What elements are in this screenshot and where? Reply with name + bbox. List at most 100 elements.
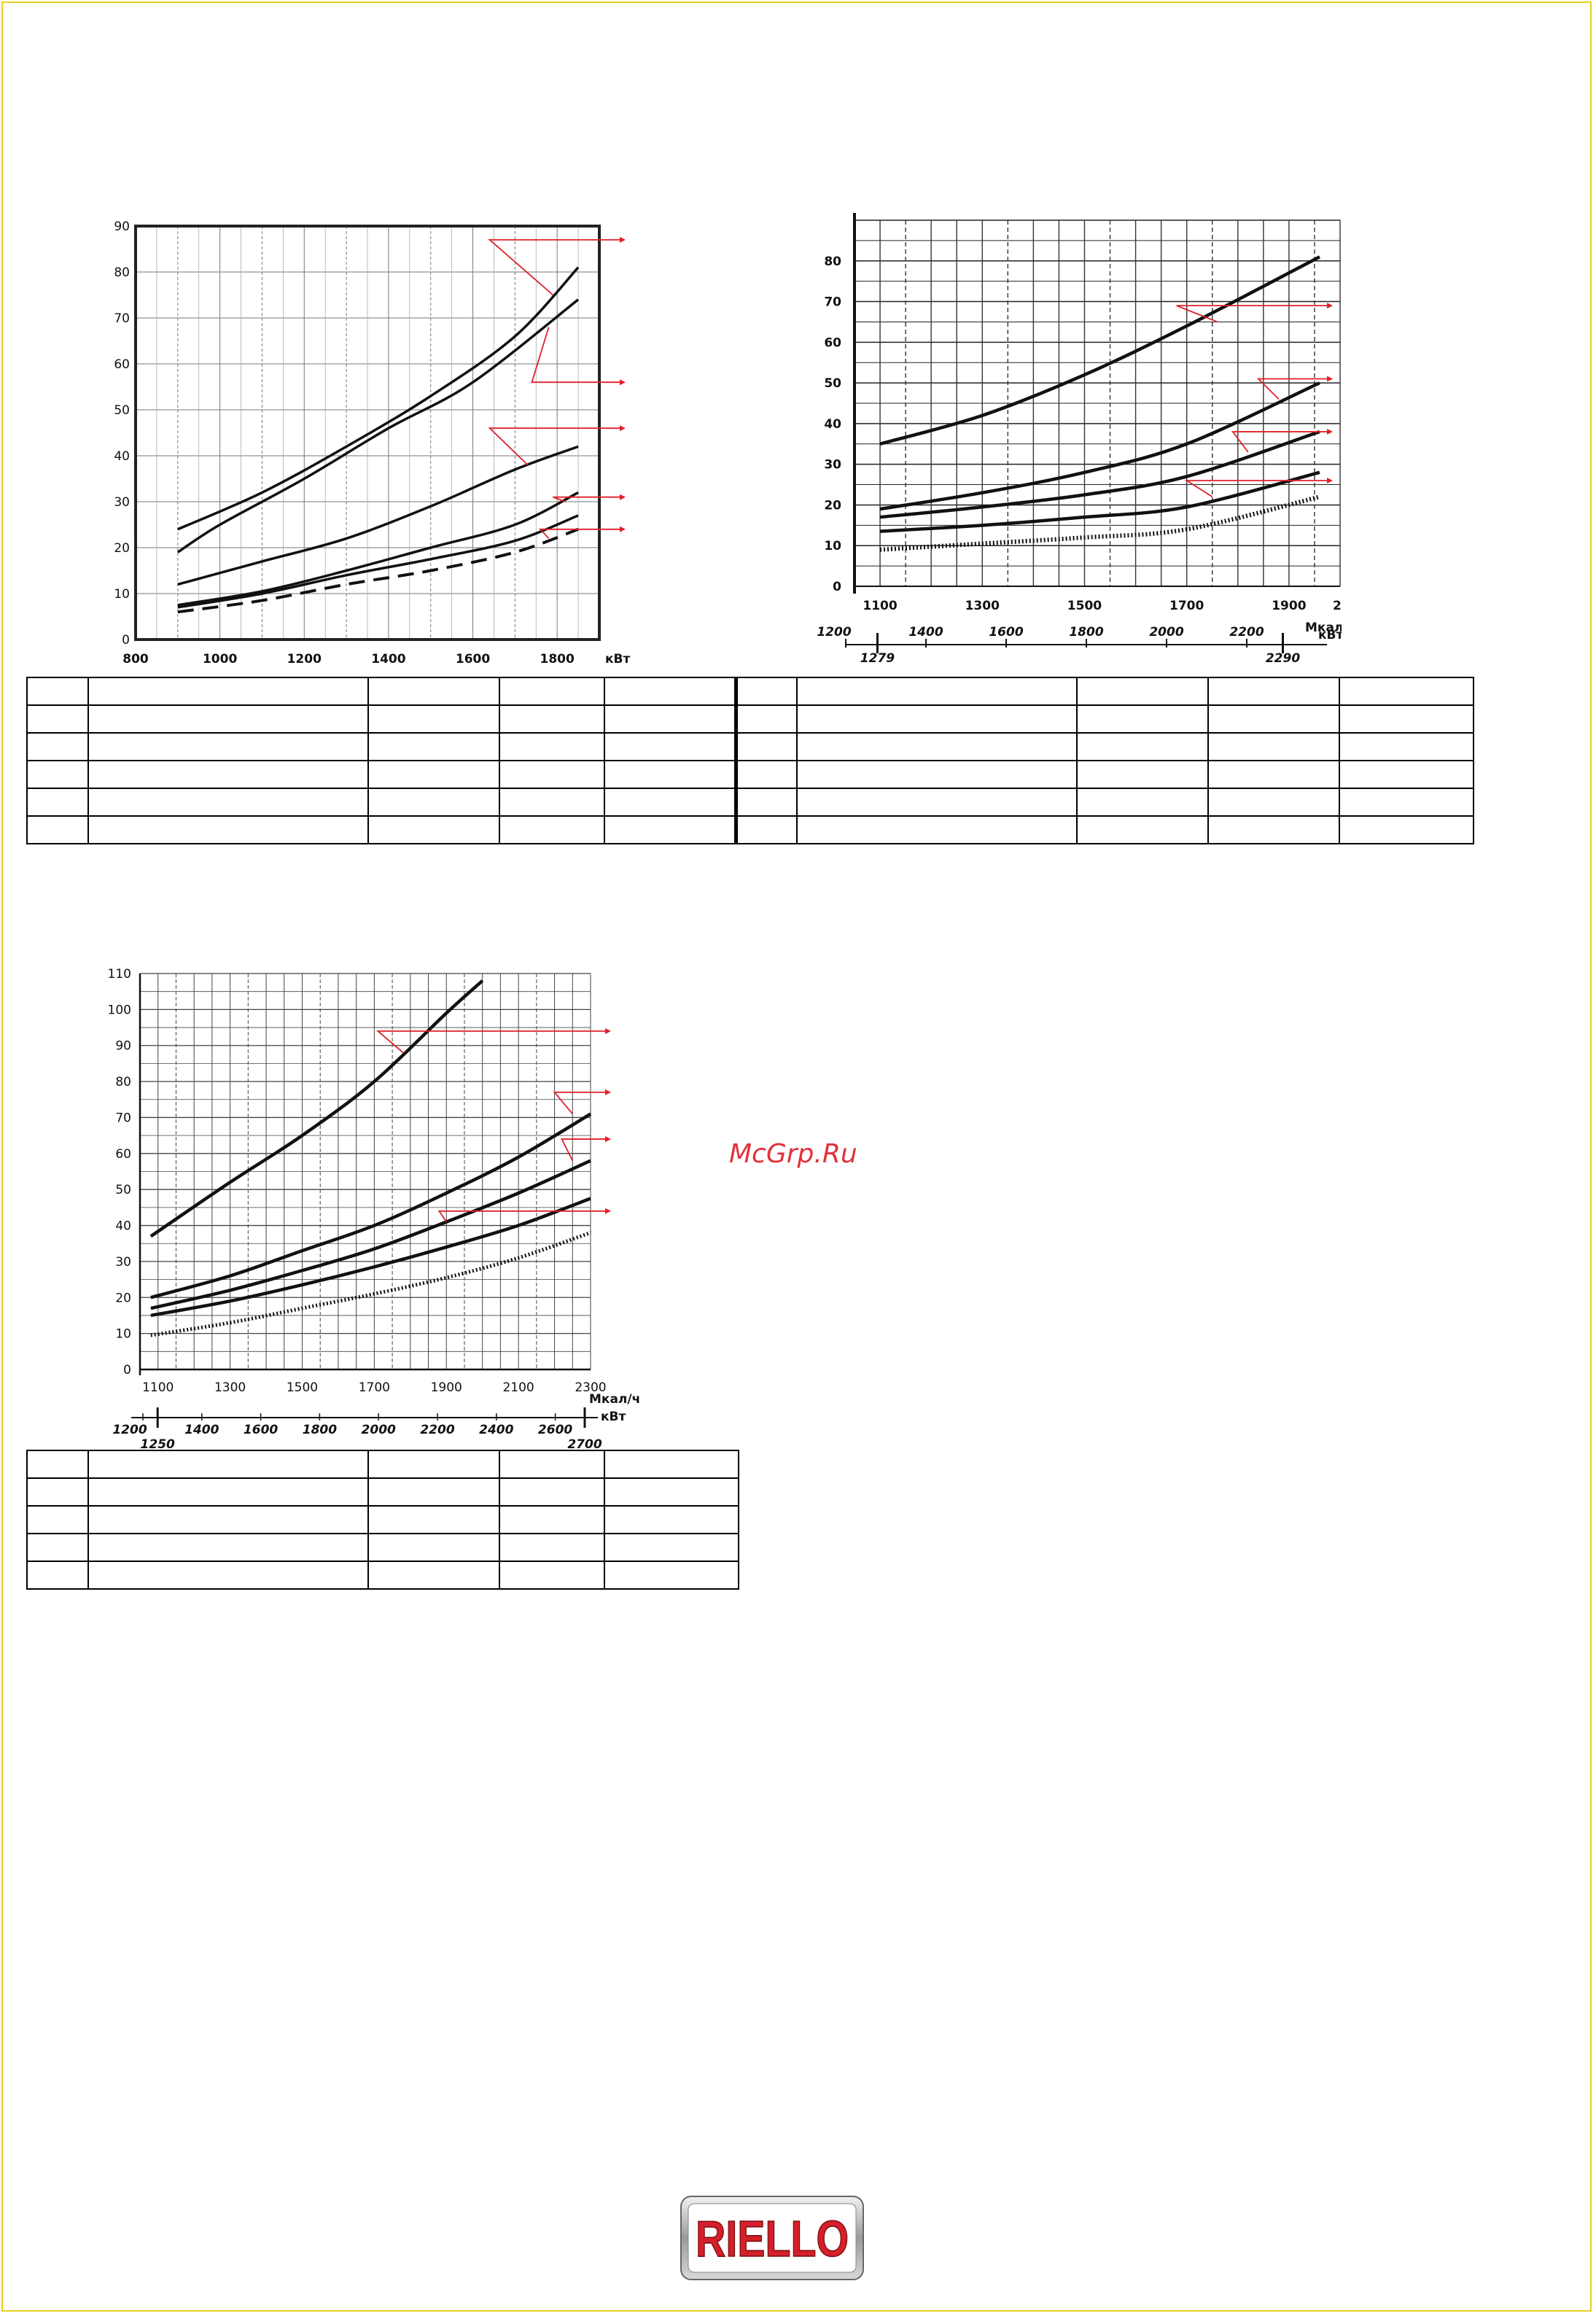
series-line (879, 470, 1320, 533)
series-line (879, 430, 1320, 519)
table-row (26, 815, 1474, 844)
table-cell (26, 1505, 89, 1534)
kw-tick-label: 1800 (1069, 625, 1103, 640)
table-cell (367, 1561, 500, 1590)
callout-arrow-head (620, 236, 626, 243)
x-tick-label: 1200 (287, 652, 322, 667)
kw-tick-label: 2200 (1229, 625, 1264, 640)
series-line (879, 255, 1320, 446)
y-tick-label: 50 (824, 376, 841, 391)
table-cell (499, 704, 605, 734)
series-line (177, 445, 579, 586)
kw-tick-label: 1400 (184, 1423, 219, 1437)
y-tick-label: 50 (114, 403, 130, 418)
table-cell (604, 732, 736, 761)
x-tick-label: 1700 (359, 1380, 390, 1395)
callout-arrow (539, 528, 620, 540)
table-cell (367, 788, 500, 817)
table-cell (87, 788, 369, 817)
table-cell (1339, 732, 1474, 761)
x-tick-label: 2300 (575, 1380, 606, 1395)
table-row (26, 1450, 739, 1479)
table-row (26, 1561, 739, 1590)
kw-unit-label: кВт (601, 1410, 626, 1424)
x-tick-label: 1500 (287, 1380, 318, 1395)
y-tick-label: 70 (824, 295, 841, 310)
x-tick-label: 1600 (456, 652, 490, 667)
chart-3: 0 10 20 30 40 50 60 70 80 90 100 110 1100 1300 1500 170… (87, 963, 642, 1458)
table-cell (604, 1561, 739, 1590)
y-tick-label: 80 (115, 1075, 131, 1089)
callout-arrow (488, 427, 620, 466)
series-line (150, 1159, 591, 1310)
table-cell (733, 760, 798, 789)
callout-arrow-head (1327, 303, 1333, 309)
x-tick-label: 1100 (142, 1380, 174, 1395)
table-cell (1207, 677, 1340, 706)
y-tick-label: 30 (824, 458, 841, 473)
y-tick-label: 90 (114, 219, 130, 234)
table-cell (87, 1505, 369, 1534)
kw-tick-label: 2400 (479, 1423, 513, 1437)
table-cell (499, 1561, 605, 1590)
kw-tick-label: 2000 (1149, 625, 1183, 640)
y-tick-label: 60 (114, 357, 130, 372)
callout-arrow-head (605, 1136, 611, 1143)
y-tick-label: 110 (108, 967, 131, 982)
chart-2: 0 10 20 30 40 50 60 70 80 1100 1300 1500 1700 1900 21 М… (802, 213, 1342, 680)
table-cell (499, 760, 605, 789)
table-cell (26, 704, 89, 734)
riello-logo-svg: RIELLO (680, 2196, 864, 2280)
callout-arrow-head (1327, 477, 1333, 483)
table-row (26, 1477, 739, 1507)
series-line (177, 514, 579, 609)
table-row (26, 1533, 739, 1562)
callout-arrow-head (605, 1208, 611, 1214)
y-tick-label: 20 (824, 498, 841, 513)
data-table-2 (26, 1450, 739, 1590)
table-row (26, 1505, 739, 1534)
table-cell (26, 1450, 89, 1479)
callout-arrow (1176, 305, 1327, 323)
table-cell (26, 677, 89, 706)
table-cell (499, 732, 605, 761)
y-tick-label: 90 (115, 1039, 131, 1054)
table-cell (87, 1533, 369, 1562)
table-cell (796, 677, 1078, 706)
y-tick-label: 80 (824, 254, 841, 269)
table-cell (1339, 704, 1474, 734)
table-cell (87, 677, 369, 706)
riello-logo: RIELLO (680, 2195, 865, 2281)
table-cell (1339, 788, 1474, 817)
x-tick-label: 1300 (965, 599, 1000, 613)
kw-tick-label: 2200 (420, 1423, 454, 1437)
table-cell (499, 1505, 605, 1534)
table-cell (87, 760, 369, 789)
kw-tick-label: 1200 (817, 625, 851, 640)
table-cell (26, 815, 89, 844)
callout-arrow-head (1327, 376, 1333, 382)
table-cell (499, 1450, 605, 1479)
table-cell (26, 760, 89, 789)
y-tick-label: 10 (114, 587, 130, 602)
table-cell (499, 788, 605, 817)
table-cell (367, 677, 500, 706)
table-cell (1207, 760, 1340, 789)
table-cell (26, 1533, 89, 1562)
chart-1: 0 10 20 30 40 50 60 70 80 90 800 1000 1200 1400 1600 18… (102, 213, 642, 680)
table-cell (26, 1477, 89, 1507)
table-cell (733, 815, 798, 844)
y-tick-label: 40 (115, 1219, 131, 1234)
table-cell (604, 1450, 739, 1479)
x-tick-label-cut: 21 (1333, 599, 1342, 613)
plot-frame (134, 225, 601, 641)
x-unit-label: кВт (605, 652, 630, 667)
y-tick-label: 60 (115, 1147, 131, 1162)
table-cell (733, 677, 798, 706)
table-cell (367, 1450, 500, 1479)
callout-arrow (1184, 480, 1327, 498)
table-row (26, 788, 1474, 817)
y-tick-label: 10 (115, 1327, 131, 1342)
x-tick-label: 1900 (431, 1380, 462, 1395)
table-cell (87, 1450, 369, 1479)
